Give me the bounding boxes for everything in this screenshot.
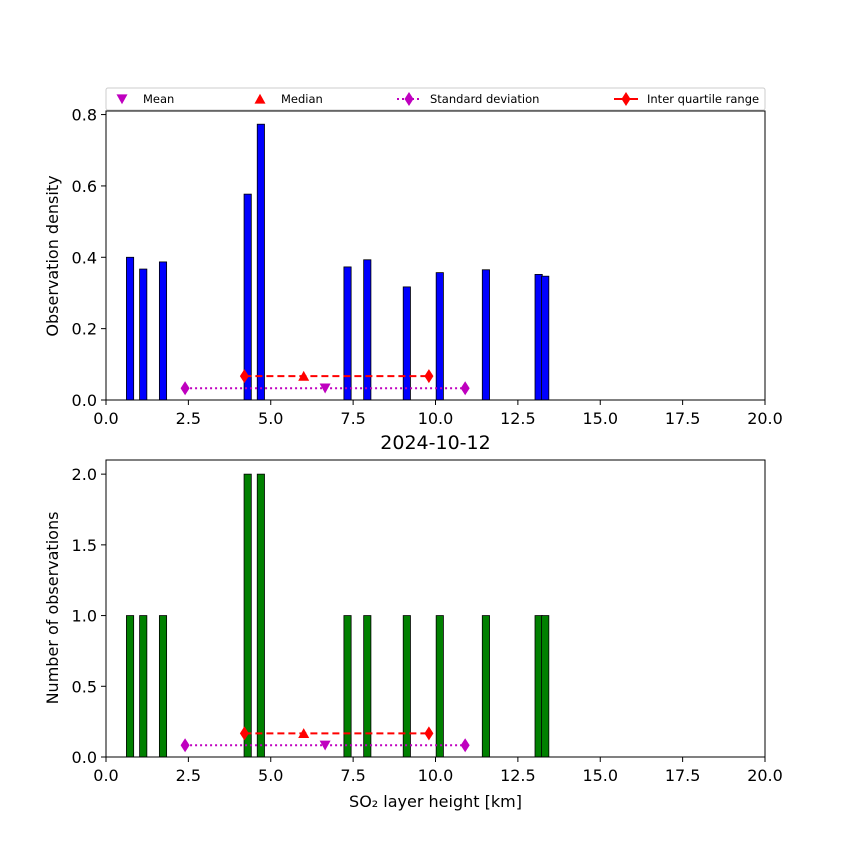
y-axis-label-density: Observation density xyxy=(43,175,62,336)
bar xyxy=(126,615,135,758)
legend-mean-label: Mean xyxy=(143,92,174,106)
bar xyxy=(139,615,148,758)
x-tick-label: 10.0 xyxy=(418,409,454,428)
bar xyxy=(343,615,352,758)
bar xyxy=(481,269,490,401)
chart-title: 2024-10-12 xyxy=(380,432,490,454)
legend-std: Standard deviation xyxy=(397,92,539,106)
iqr-marker xyxy=(424,369,434,384)
y-tick-label: 2.0 xyxy=(72,465,97,484)
bar xyxy=(363,259,372,401)
bar xyxy=(481,615,490,758)
bar xyxy=(435,272,444,401)
legend-std-marker xyxy=(404,92,414,106)
x-tick-label: 17.5 xyxy=(665,766,701,785)
x-axis-label: SO₂ layer height [km] xyxy=(349,792,522,811)
y-tick-label: 0.5 xyxy=(72,677,97,696)
y-tick-label: 0.0 xyxy=(72,748,97,767)
axes-frame xyxy=(105,110,766,401)
y-tick-label: 0.0 xyxy=(72,391,97,410)
x-tick-label: 7.5 xyxy=(340,409,365,428)
iqr-marker xyxy=(239,369,249,384)
x-tick-label: 20.0 xyxy=(747,409,783,428)
legend-mean-marker xyxy=(116,94,128,105)
density-axes: 0.0 2.5 5.0 7.5 10.0 12.5 15.0 17.5 20.0 0.0 0.2 0.… xyxy=(72,106,783,428)
x-tick-label: 12.5 xyxy=(500,409,536,428)
legend-iqr-label: Inter quartile range xyxy=(647,92,759,106)
bar xyxy=(139,268,148,401)
std-marker xyxy=(460,381,470,396)
legend-std-label: Standard deviation xyxy=(430,92,539,106)
x-tick-label: 5.0 xyxy=(258,409,283,428)
bar xyxy=(158,615,168,758)
y-tick-label: 1.0 xyxy=(72,607,97,626)
mean-marker xyxy=(319,740,331,751)
legend: Mean Median Standard deviation Inter qua… xyxy=(105,87,766,111)
bar xyxy=(541,275,550,401)
bar xyxy=(402,286,411,401)
x-tick-label: 20.0 xyxy=(747,766,783,785)
x-tick-label: 7.5 xyxy=(340,766,365,785)
iqr-marker xyxy=(424,726,434,741)
count-axes: 0.0 2.5 5.0 7.5 10.0 12.5 15.0 17.5 20.0 0.0 0.5 1.… xyxy=(72,459,783,785)
x-tick-label: 10.0 xyxy=(418,766,454,785)
bar xyxy=(158,261,168,401)
std-marker xyxy=(460,738,470,753)
bar xyxy=(126,256,135,401)
bar xyxy=(541,615,550,758)
bar xyxy=(256,123,265,401)
legend-iqr: Inter quartile range xyxy=(614,92,759,106)
y-tick-label: 0.8 xyxy=(72,106,97,125)
y-tick-label: 0.2 xyxy=(72,320,97,339)
x-tick-label: 5.0 xyxy=(258,766,283,785)
x-tick-label: 0.0 xyxy=(93,766,118,785)
iqr-marker xyxy=(239,726,249,741)
y-tick-label: 1.5 xyxy=(72,536,97,555)
y-axis-label-count: Number of observations xyxy=(43,512,62,705)
std-marker xyxy=(180,738,190,753)
y-tick-label: 0.6 xyxy=(72,177,97,196)
bar xyxy=(256,473,265,758)
bar xyxy=(534,615,543,758)
bar xyxy=(343,266,352,401)
bar xyxy=(243,473,252,758)
axes-frame xyxy=(105,459,766,758)
legend-iqr-marker xyxy=(621,92,631,106)
x-tick-label: 15.0 xyxy=(582,409,618,428)
legend-frame xyxy=(105,87,766,111)
x-tick-label: 15.0 xyxy=(582,766,618,785)
y-tick-label: 0.4 xyxy=(72,248,97,267)
legend-median: Median xyxy=(254,92,323,106)
bar xyxy=(534,274,543,401)
x-tick-label: 2.5 xyxy=(176,766,201,785)
median-marker xyxy=(298,728,310,739)
std-marker xyxy=(180,381,190,396)
legend-mean: Mean xyxy=(116,92,174,106)
mean-marker xyxy=(319,383,331,394)
bar xyxy=(435,615,444,758)
x-tick-label: 12.5 xyxy=(500,766,536,785)
x-tick-label: 2.5 xyxy=(176,409,201,428)
bar xyxy=(402,615,411,758)
x-tick-label: 0.0 xyxy=(93,409,118,428)
legend-median-marker xyxy=(254,93,266,104)
median-marker xyxy=(298,370,310,381)
bar xyxy=(363,615,372,758)
legend-median-label: Median xyxy=(281,92,323,106)
x-tick-label: 17.5 xyxy=(665,409,701,428)
bar xyxy=(243,193,252,401)
